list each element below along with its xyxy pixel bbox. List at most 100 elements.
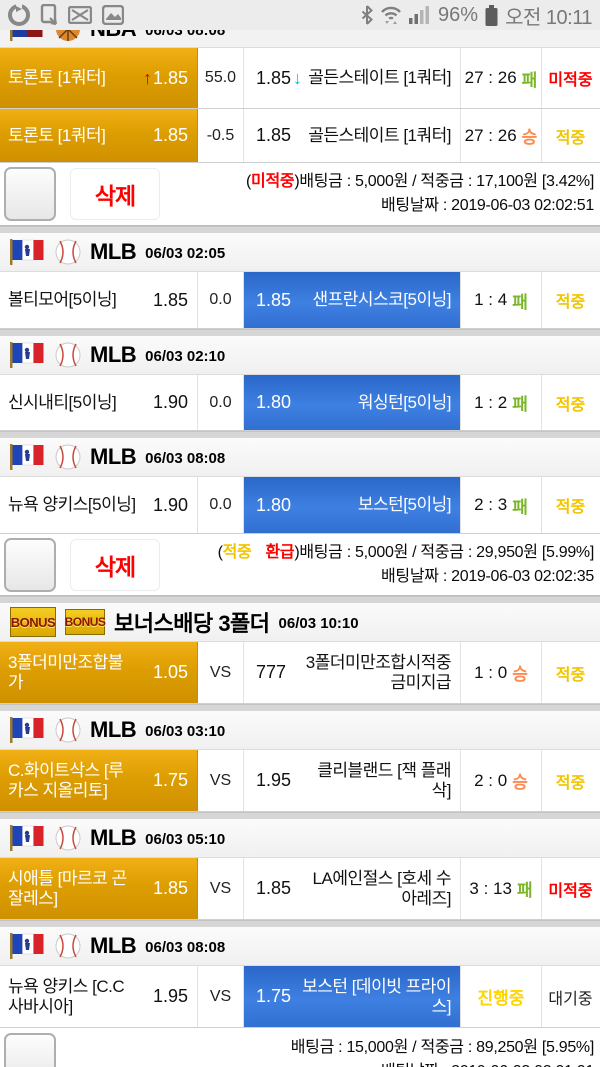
away-team-name: 샌프란시스코[5이닝]: [312, 290, 451, 310]
mlb-section-header: MLB 06/03 08:08: [0, 927, 600, 966]
mlb-flag-icon: [10, 342, 46, 368]
score-cell: 1 : 2 패: [461, 375, 542, 430]
bet-slip-footer: 배팅금 : 15,000원 / 적중금 : 89,250원 [5.95%] 배팅…: [0, 1028, 600, 1067]
handicap-value: VS: [198, 966, 244, 1027]
away-team-cell: 777 3폴더미만조합시적중금미지급: [244, 642, 461, 703]
clock-time: 오전 10:11: [505, 6, 592, 29]
game-row: 토론토 [1쿼터] ↑1.85 55.0 1.85 ↓ 골든스테이트 [1쿼터] …: [0, 48, 600, 109]
bonus-badge-icon: BONUS: [10, 607, 56, 637]
handicap-value: VS: [198, 858, 244, 919]
home-odds: 1.85: [152, 289, 188, 310]
home-team-cell: 토론토 [1쿼터] 1.85: [0, 109, 198, 162]
home-odds: 1.85: [152, 125, 188, 145]
bet-date: 배팅날짜 : 2019-06-03 02:01:01: [381, 1060, 594, 1067]
away-team-cell-picked: 1.80 보스턴[5이닝]: [244, 477, 461, 533]
result-badge: 미적중: [548, 72, 593, 89]
away-team-cell: 1.85 골든스테이트 [1쿼터]: [244, 109, 461, 162]
result-badge: 적중: [555, 666, 586, 684]
mlb-flag-icon: [10, 825, 46, 851]
away-odds: 1.75: [256, 986, 292, 1006]
section-league-title: MLB: [90, 717, 137, 742]
home-odds: 1.90: [152, 494, 188, 515]
mlb-section-header: MLB 06/03 03:10: [0, 711, 600, 750]
home-team-name: 뉴욕 양키스[5이닝]: [8, 495, 136, 515]
game-row: 뉴욕 양키스 [C.C 사바시아] 1.95 VS 1.75 보스턴 [데이빗 …: [0, 966, 600, 1028]
result-badge: 적중: [555, 499, 586, 516]
email-icon: [68, 6, 92, 24]
section-datetime: 06/03 08:08: [145, 450, 226, 467]
baseball-icon: [55, 825, 81, 851]
section-league-title: NBA: [90, 30, 137, 42]
bet-date: 배팅날짜 : 2019-06-03 02:02:35: [381, 567, 594, 585]
away-team-cell-picked: 1.85 샌프란시스코[5이닝]: [244, 272, 461, 328]
home-team-name: 3폴더미만조합불가: [8, 652, 123, 692]
result-badge: 적중: [555, 396, 586, 414]
mlb-flag-icon: [10, 717, 46, 743]
screenshot-icon: [40, 4, 58, 26]
home-odds: 1.75: [152, 770, 188, 790]
battery-percent: 96%: [438, 3, 479, 26]
score-cell: 2 : 3 패: [461, 477, 542, 533]
home-team-name: 시애틀 [마르코 곤잘레스]: [8, 868, 127, 908]
handicap-value: 0.0: [198, 272, 244, 328]
outcome-label: 패: [512, 292, 528, 312]
slip-status: 미적중: [251, 173, 295, 190]
home-odds: ↑1.85: [142, 67, 188, 88]
handicap-value: VS: [198, 642, 244, 703]
baseball-icon: [55, 444, 81, 470]
baseball-icon: [55, 342, 81, 368]
section-league-title: 보너스배당 3폴더: [114, 611, 270, 636]
away-odds: 1.80: [256, 494, 292, 515]
section-datetime: 06/03 03:10: [145, 723, 226, 740]
away-team-name: LA에인절스 [호세 수아레즈]: [312, 868, 452, 908]
away-team-cell: 1.95 클리블랜드 [잭 플래삭]: [244, 750, 461, 811]
odds-down-icon: ↓: [293, 67, 303, 88]
outcome-label: 승: [512, 773, 528, 792]
away-team-cell: 1.85 ↓ 골든스테이트 [1쿼터]: [244, 48, 461, 108]
card-divider: [0, 812, 600, 819]
home-team-cell: 토론토 [1쿼터] ↑1.85: [0, 48, 198, 108]
game-row: C.화이트삭스 [루카스 지올리토] 1.75 VS 1.95 클리블랜드 [잭…: [0, 750, 600, 812]
bet-summary: 배팅금 : 15,000원 / 적중금 : 89,250원 [5.95%] 배팅…: [56, 1036, 595, 1067]
section-league-title: MLB: [90, 825, 137, 850]
card-divider: [0, 431, 600, 438]
select-checkbox[interactable]: [4, 167, 56, 221]
home-odds: 1.95: [152, 986, 188, 1006]
away-odds: 1.95: [256, 770, 292, 790]
baseball-icon: [55, 717, 81, 743]
score-cell: 27 : 26 패: [461, 48, 542, 108]
home-odds: 1.05: [152, 662, 188, 682]
bet-card-nba: NBA 06/03 08:08 토론토 [1쿼터] ↑1.85 55.0 1.8…: [0, 30, 600, 226]
select-checkbox[interactable]: [4, 537, 56, 592]
nba-section-header-clipped: NBA 06/03 08:08: [0, 30, 600, 48]
game-row: 볼티모어[5이닝] 1.85 0.0 1.85 샌프란시스코[5이닝] 1 : …: [0, 272, 600, 329]
delete-button[interactable]: 삭제: [70, 168, 160, 220]
away-team-name: 보스턴 [데이빗 프라이스]: [302, 976, 451, 1016]
select-checkbox[interactable]: [4, 1032, 56, 1067]
bet-card-bonus: BONUS BONUS 보너스배당 3폴더 06/03 10:10 3폴더미만조…: [0, 603, 600, 1067]
score-value: 27 : 26: [464, 68, 517, 87]
handicap-value: 0.0: [198, 375, 244, 430]
away-team-name: 보스턴[5이닝]: [357, 495, 452, 515]
slip-status: 적중: [222, 543, 252, 561]
bet-card-mlb: MLB 06/03 02:05 볼티모어[5이닝] 1.85 0.0 1.85 …: [0, 233, 600, 596]
score-cell: 1 : 4 패: [461, 272, 542, 328]
signal-icon: [409, 6, 431, 24]
section-league-title: MLB: [90, 342, 137, 367]
card-divider: [0, 226, 600, 233]
mlb-section-header: MLB 06/03 02:10: [0, 336, 600, 375]
delete-button[interactable]: 삭제: [70, 538, 160, 591]
outcome-label: 승: [512, 665, 528, 684]
section-datetime: 06/03 10:10: [278, 615, 359, 632]
score-cell: 2 : 0 승: [461, 750, 542, 811]
score-value: 2 : 0: [474, 770, 508, 790]
away-team-name: 클리블랜드 [잭 플래삭]: [317, 760, 451, 800]
outcome-label: 승: [521, 128, 538, 147]
section-league-title: MLB: [90, 239, 137, 264]
bet-summary: (적중 환급)배팅금 : 5,000원 / 적중금 : 29,950원 [5.99…: [160, 541, 595, 589]
slip-refund-status: 환급: [265, 543, 295, 561]
section-league-title: MLB: [90, 933, 137, 958]
card-divider: [0, 329, 600, 336]
android-status-bar: 96% 오전 10:11: [0, 0, 600, 30]
home-team-name: 볼티모어[5이닝]: [8, 290, 117, 310]
